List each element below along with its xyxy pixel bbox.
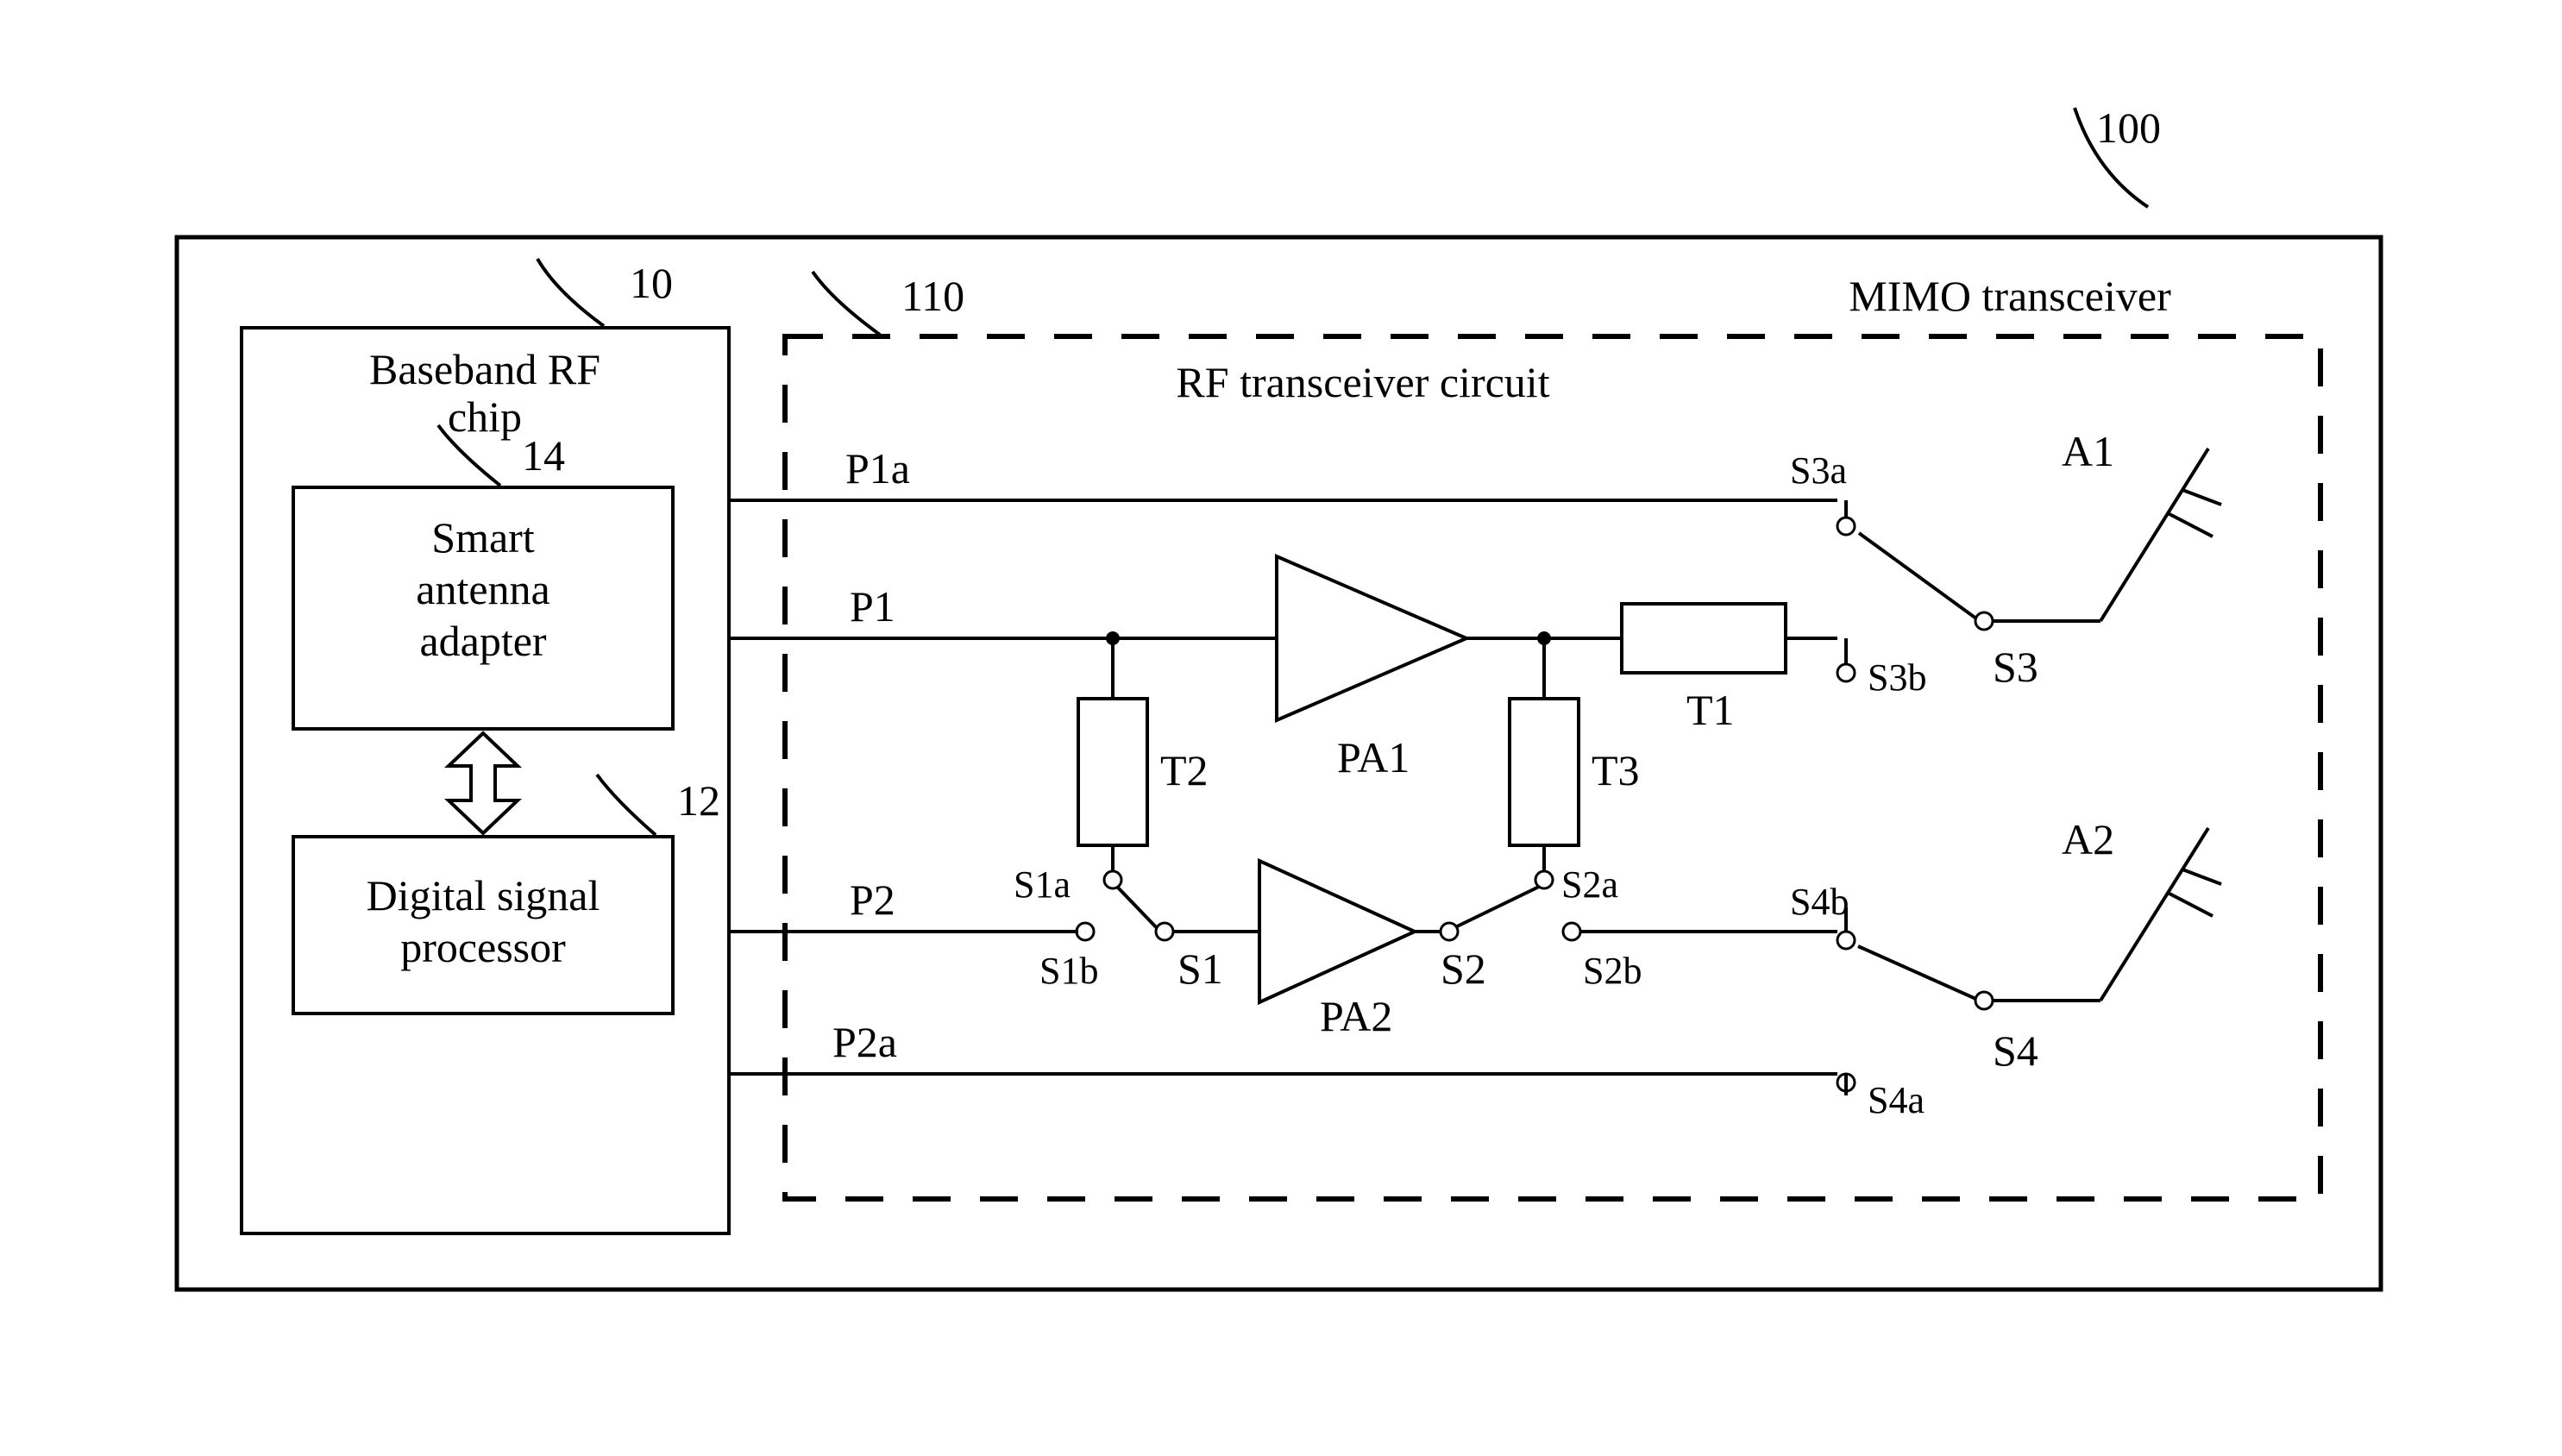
antenna-a1 bbox=[2100, 449, 2221, 621]
label-t2: T2 bbox=[1160, 746, 1209, 794]
switch-s1-pivot bbox=[1156, 923, 1173, 940]
rf-circuit-title: RF transceiver circuit bbox=[1176, 358, 1549, 406]
label-p1: P1 bbox=[850, 582, 895, 631]
label-s1a: S1a bbox=[1014, 863, 1071, 906]
dsp-l1: Digital signal bbox=[367, 871, 600, 919]
baseband-title-l2: chip bbox=[448, 392, 522, 441]
label-s1b: S1b bbox=[1039, 950, 1098, 992]
label-t1: T1 bbox=[1686, 686, 1735, 734]
diagram-canvas: 100 MIMO transceiver 10 Baseband RF chip… bbox=[0, 0, 2562, 1456]
label-p2a: P2a bbox=[832, 1018, 897, 1066]
label-p2: P2 bbox=[850, 875, 895, 924]
label-s4: S4 bbox=[1993, 1026, 2038, 1075]
ref-12-leader bbox=[597, 775, 656, 835]
label-pa2: PA2 bbox=[1320, 992, 1392, 1040]
ref-110-leader bbox=[813, 272, 880, 335]
t1-block bbox=[1622, 604, 1786, 673]
label-s1: S1 bbox=[1177, 945, 1223, 993]
label-a1: A1 bbox=[2062, 427, 2114, 475]
terminal-s1b bbox=[1077, 923, 1094, 940]
switch-s2-arm bbox=[1455, 887, 1539, 927]
mimo-transceiver-title: MIMO transceiver bbox=[1849, 272, 2171, 320]
terminal-s3a bbox=[1837, 518, 1855, 535]
ref-100-label: 100 bbox=[2096, 104, 2161, 152]
ref-110-label: 110 bbox=[901, 272, 964, 320]
label-a2: A2 bbox=[2062, 815, 2114, 863]
terminal-s3b bbox=[1837, 664, 1855, 681]
bidir-arrow-icon bbox=[449, 733, 518, 833]
antenna-a2 bbox=[2100, 828, 2221, 1001]
label-s3a: S3a bbox=[1790, 449, 1847, 492]
terminal-s1a bbox=[1104, 871, 1121, 888]
t3-block bbox=[1510, 699, 1579, 845]
switch-s1-arm bbox=[1118, 888, 1160, 932]
label-s4b: S4b bbox=[1790, 881, 1849, 923]
pa1-amp bbox=[1277, 556, 1466, 720]
terminal-s4b bbox=[1837, 932, 1855, 949]
switch-s4-arm bbox=[1858, 946, 1980, 1001]
baseband-title-l1: Baseband RF bbox=[369, 345, 600, 393]
label-s2: S2 bbox=[1441, 945, 1486, 993]
t2-block bbox=[1078, 699, 1147, 845]
ref-10-leader bbox=[537, 259, 604, 326]
dsp-l2: processor bbox=[400, 923, 566, 971]
label-s4a: S4a bbox=[1868, 1079, 1925, 1121]
smart-l1: Smart bbox=[431, 513, 535, 562]
ref-12-label: 12 bbox=[677, 776, 720, 825]
smart-l2: antenna bbox=[416, 565, 549, 613]
ref-10-label: 10 bbox=[630, 259, 673, 307]
label-s3: S3 bbox=[1993, 643, 2038, 691]
smart-l3: adapter bbox=[419, 617, 546, 665]
label-t3: T3 bbox=[1592, 746, 1640, 794]
switch-s4-pivot bbox=[1975, 992, 1993, 1009]
label-s2b: S2b bbox=[1583, 950, 1642, 992]
label-pa1: PA1 bbox=[1337, 733, 1410, 781]
ref-14-label: 14 bbox=[522, 431, 565, 480]
baseband-chip-box bbox=[242, 328, 729, 1233]
switch-s3-arm bbox=[1859, 533, 1980, 621]
label-p1a: P1a bbox=[845, 444, 910, 493]
terminal-s2b bbox=[1563, 923, 1580, 940]
label-s2a: S2a bbox=[1561, 863, 1618, 906]
pa2-amp bbox=[1259, 861, 1415, 1002]
switch-s3-pivot bbox=[1975, 612, 1993, 630]
label-s3b: S3b bbox=[1868, 656, 1926, 699]
